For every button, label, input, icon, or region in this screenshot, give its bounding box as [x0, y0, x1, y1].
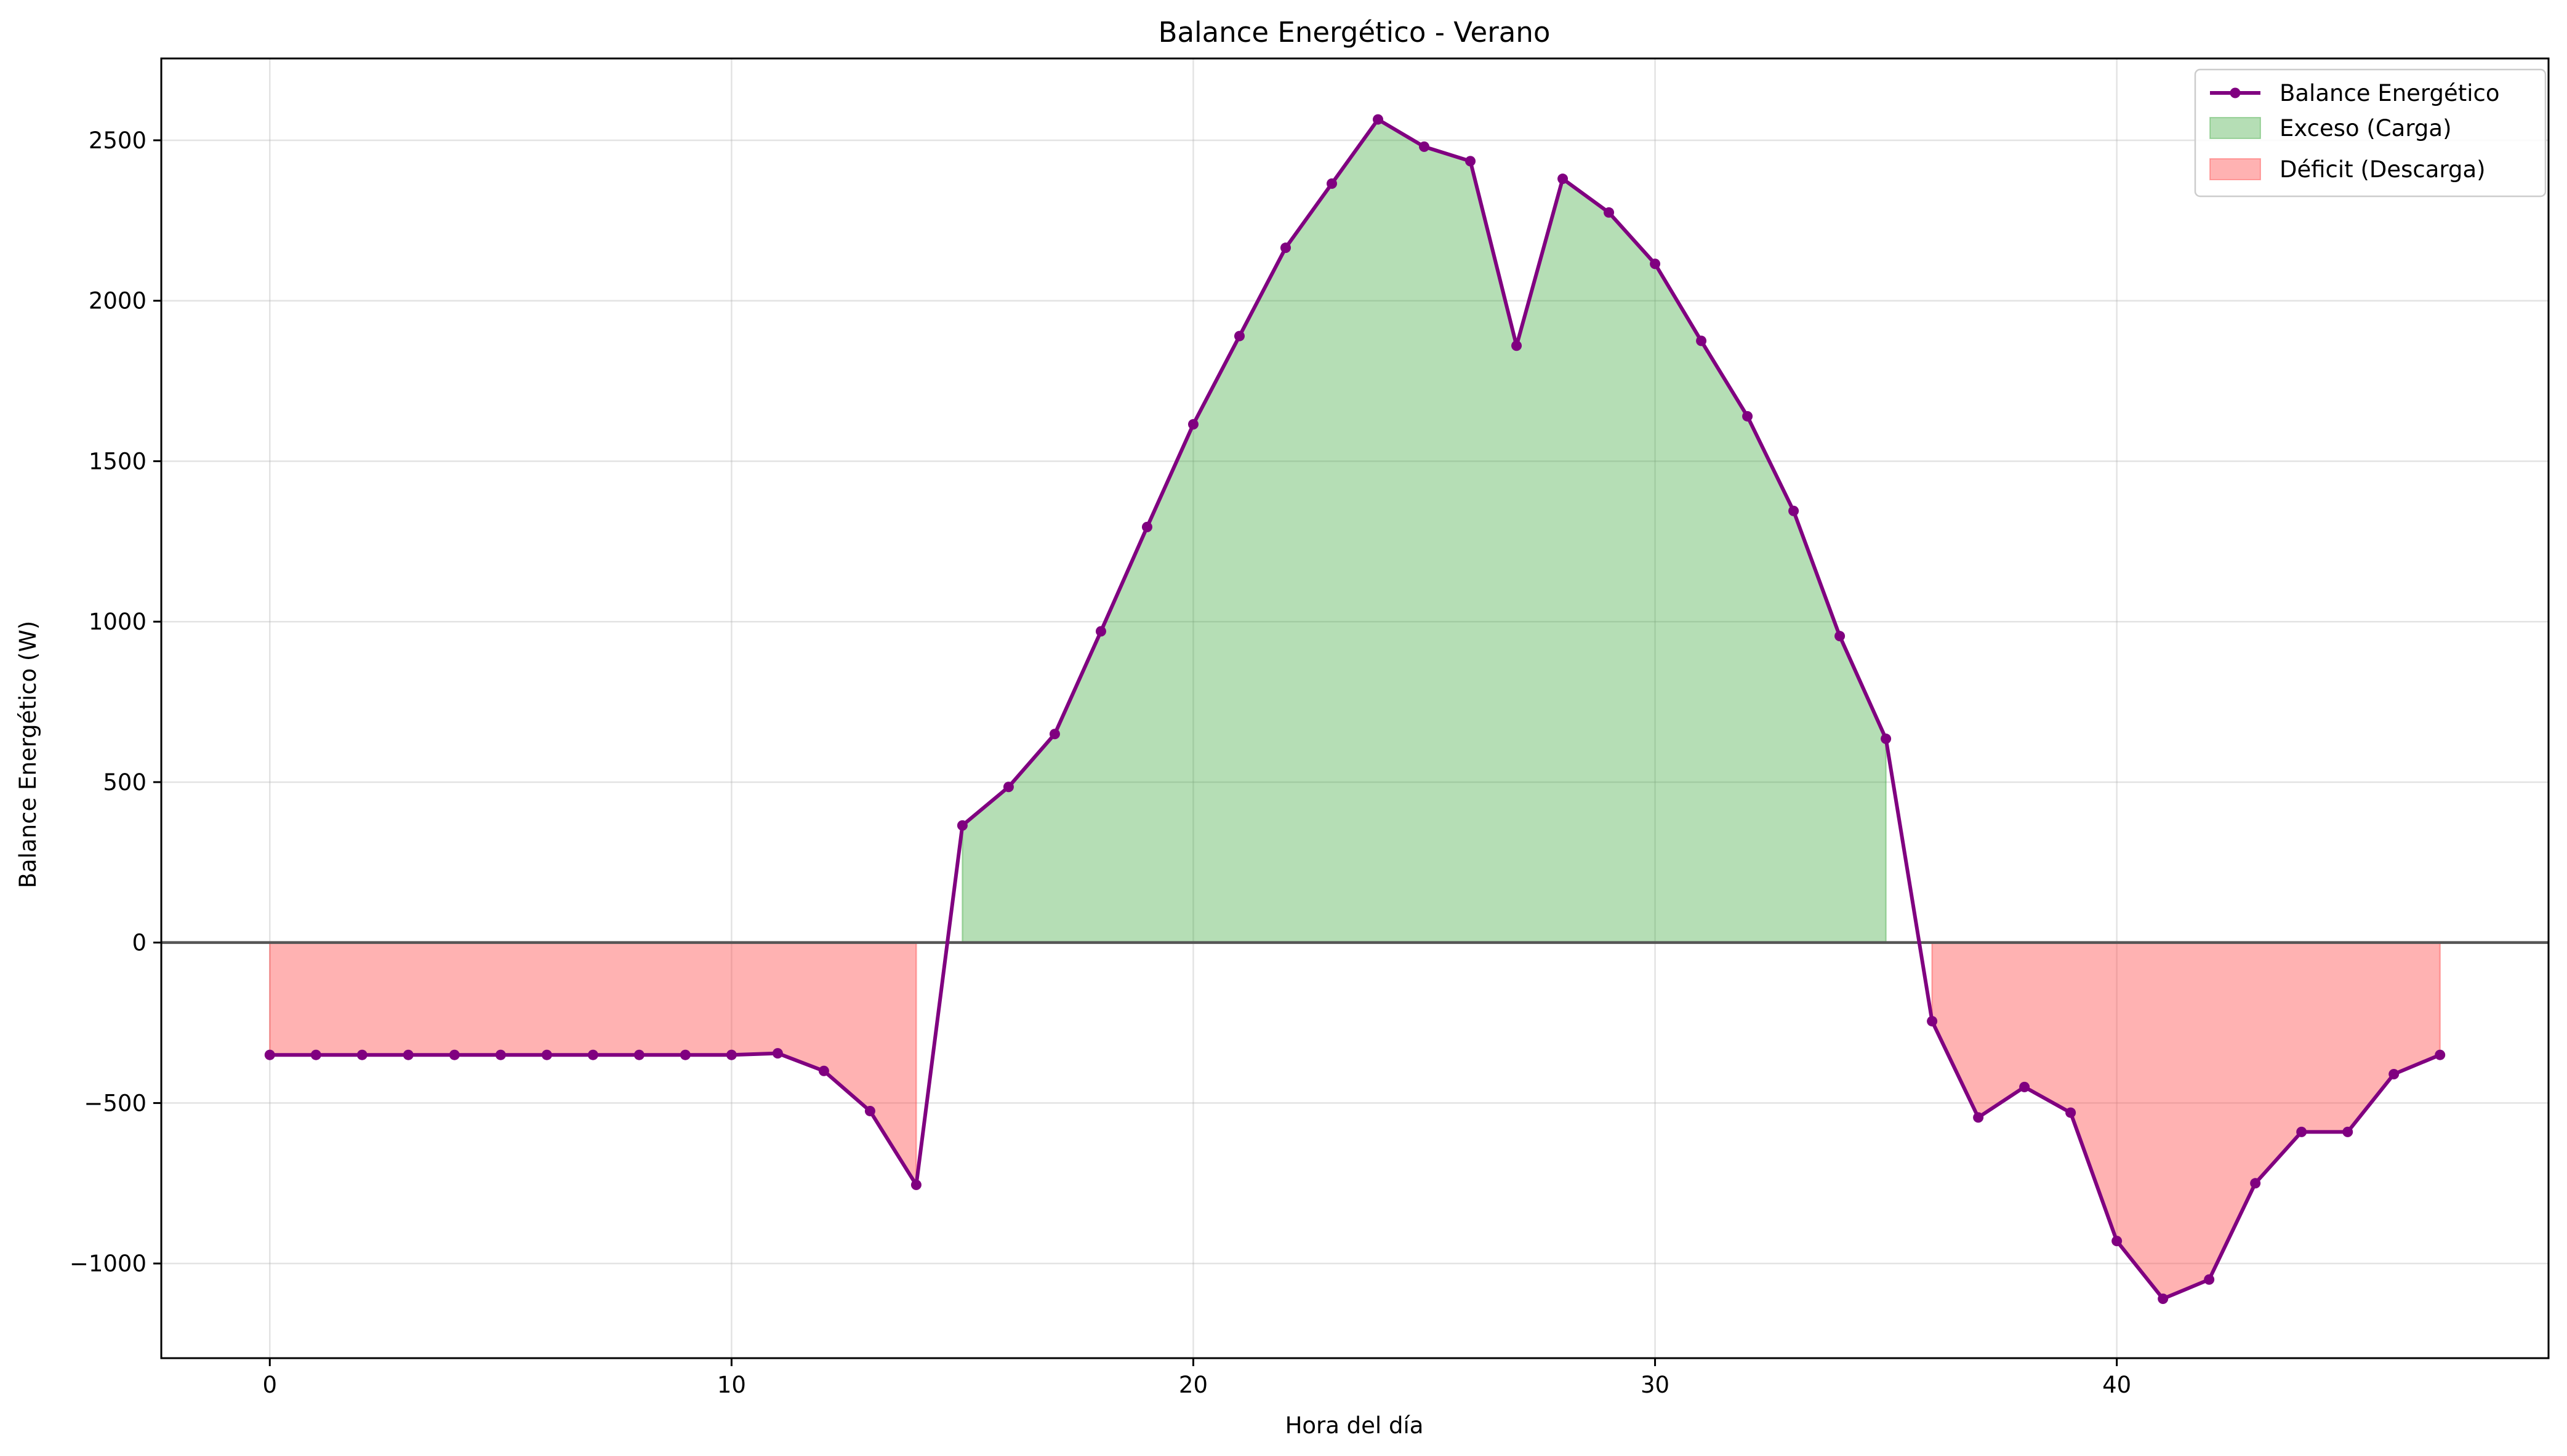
data-point: [2250, 1178, 2261, 1189]
data-point: [2111, 1236, 2123, 1247]
data-point: [1280, 242, 1291, 254]
data-point: [2388, 1068, 2400, 1079]
y-tick-label: 2500: [89, 127, 147, 154]
legend: Balance Energético Exceso (Carga) Défici…: [2194, 68, 2547, 198]
y-axis-label: Balance Energético (W): [15, 621, 41, 889]
data-point: [1141, 521, 1152, 532]
y-tick-label: 1000: [89, 609, 147, 635]
y-tick-label: 500: [103, 769, 147, 796]
data-point: [449, 1049, 460, 1060]
data-point: [910, 1179, 922, 1190]
x-tick-label: 20: [1179, 1372, 1208, 1398]
data-point: [1834, 631, 1846, 642]
data-point: [2342, 1126, 2353, 1137]
legend-swatch-deficit: [2209, 158, 2261, 180]
data-point: [1465, 156, 1476, 167]
data-point: [1511, 340, 1522, 351]
series-line-balance: [270, 118, 2441, 1301]
plot-frame: [160, 57, 2550, 1359]
data-point: [403, 1049, 414, 1060]
data-point: [1742, 410, 1753, 422]
data-point: [633, 1049, 645, 1060]
data-point: [1557, 174, 1569, 185]
data-point: [587, 1049, 598, 1060]
data-point: [1650, 258, 1661, 270]
data-point: [864, 1105, 875, 1116]
data-point: [495, 1049, 506, 1060]
data-point: [1003, 782, 1014, 793]
data-point: [541, 1049, 552, 1060]
data-point: [1234, 330, 1245, 342]
data-point: [1788, 505, 1799, 516]
data-point: [1326, 178, 1337, 189]
legend-marker-swatch: [2230, 87, 2241, 98]
x-tick-label: 40: [2102, 1372, 2131, 1398]
data-point: [1973, 1112, 1984, 1123]
ticks: 0 10 20 30 40 −1000 −500 0 500 1000 1500 2000 2500: [70, 127, 2131, 1398]
legend-swatch-exceso: [2209, 117, 2261, 139]
data-point: [264, 1049, 275, 1060]
x-tick-label: 0: [262, 1372, 277, 1398]
data-point: [356, 1049, 368, 1060]
data-point: [1696, 335, 1707, 346]
data-point: [1095, 626, 1106, 637]
data-point: [1187, 418, 1199, 430]
data-point: [1049, 729, 1060, 740]
data-point: [310, 1049, 321, 1060]
y-tick-label: 0: [132, 930, 147, 956]
data-point: [772, 1048, 783, 1059]
data-point: [1927, 1015, 1938, 1026]
data-point: [957, 820, 968, 831]
data-point: [2065, 1107, 2076, 1118]
data-point: [2019, 1081, 2030, 1092]
x-axis-label: Hora del día: [1285, 1412, 1424, 1439]
data-point: [818, 1065, 829, 1076]
series-layer: [264, 114, 2446, 1305]
data-point: [2435, 1049, 2446, 1060]
legend-label-exceso: Exceso (Carga): [2280, 115, 2452, 142]
data-point: [726, 1049, 737, 1060]
legend-label-deficit: Déficit (Descarga): [2280, 156, 2486, 183]
data-point: [1419, 141, 1430, 152]
data-point: [1604, 207, 1615, 218]
data-point: [2204, 1274, 2215, 1285]
y-tick-label: 2000: [89, 288, 147, 314]
legend-box: [2194, 68, 2547, 198]
y-tick-label: 1500: [89, 448, 147, 474]
data-point: [1881, 734, 1892, 745]
data-point: [2296, 1126, 2307, 1137]
y-tick-label: −500: [84, 1090, 147, 1116]
data-point: [2158, 1294, 2169, 1305]
legend-label-balance: Balance Energético: [2280, 80, 2500, 106]
chart-title: Balance Energético - Verano: [1159, 16, 1551, 49]
x-tick-label: 10: [717, 1372, 746, 1398]
data-point: [1373, 114, 1384, 125]
y-tick-label: −1000: [70, 1250, 147, 1277]
data-point: [680, 1049, 691, 1060]
axes: [160, 57, 2550, 1359]
x-tick-label: 30: [1641, 1372, 1669, 1398]
